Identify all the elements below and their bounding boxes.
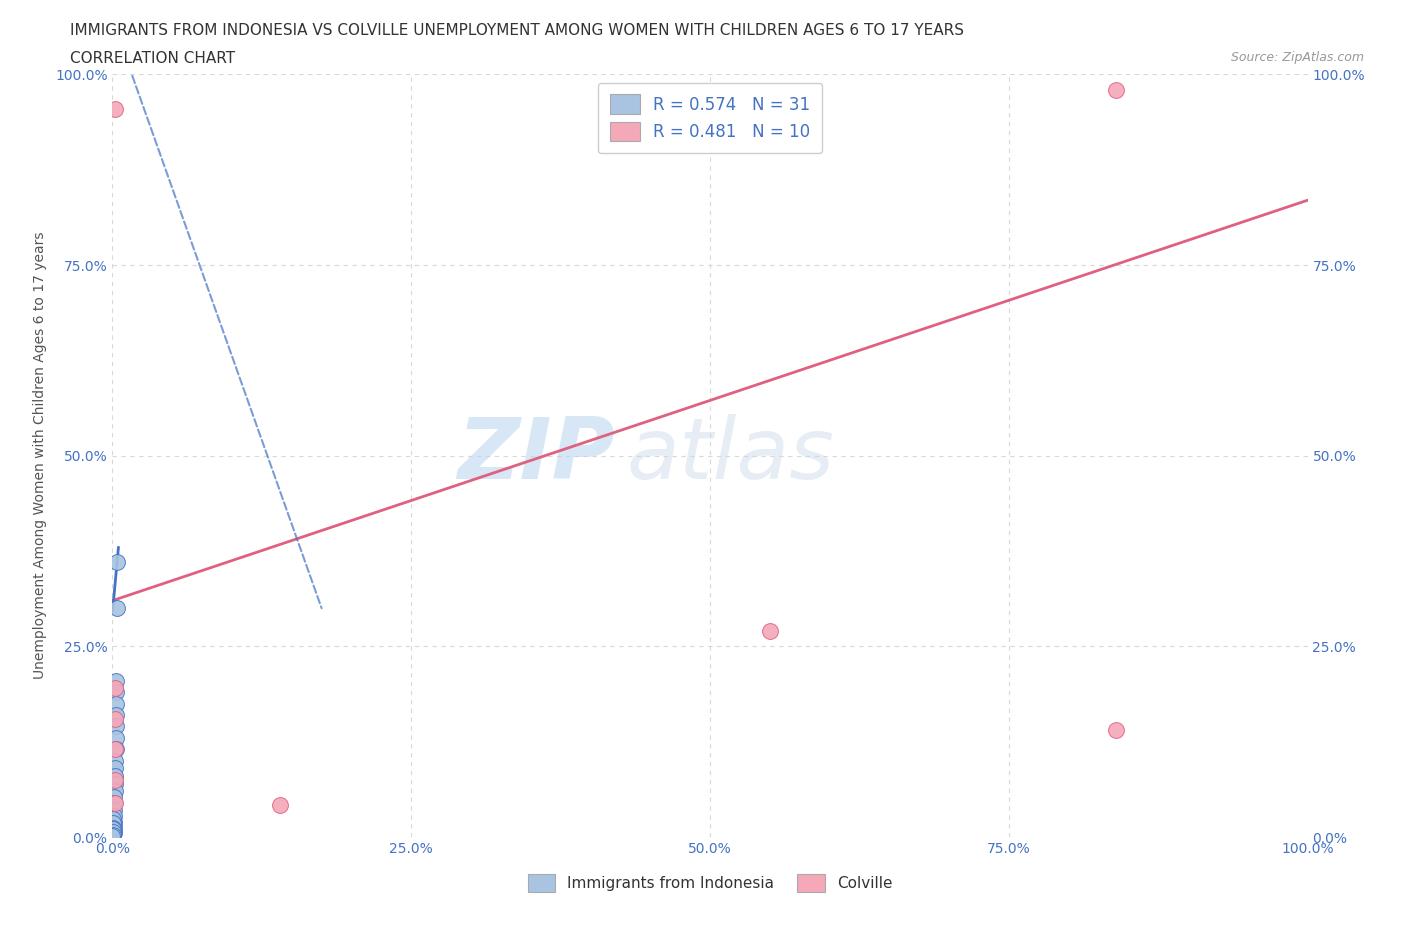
Point (101, 827, 124, 842)
Point (103, 815, 125, 830)
Point (101, 811, 124, 826)
Point (105, 696, 128, 711)
Point (104, 761, 127, 776)
Text: atlas: atlas (626, 414, 834, 498)
Point (101, 816, 124, 830)
Legend: Immigrants from Indonesia, Colville: Immigrants from Indonesia, Colville (522, 868, 898, 898)
Point (105, 730, 128, 745)
Point (101, 820, 124, 835)
Point (104, 768, 127, 783)
Point (104, 753, 127, 768)
Point (104, 772, 127, 787)
Point (104, 711, 127, 726)
Point (759, 624, 782, 639)
Point (105, 555, 128, 570)
Point (269, 798, 291, 813)
Point (105, 601, 128, 616)
Point (104, 777, 127, 791)
Point (103, 802, 125, 817)
Point (101, 823, 124, 838)
Y-axis label: Unemployment Among Women with Children Ages 6 to 17 years: Unemployment Among Women with Children A… (32, 232, 46, 680)
Point (1105, 82, 1128, 97)
Point (101, 829, 124, 844)
Point (104, 101, 127, 116)
Point (104, 784, 127, 799)
Point (105, 684, 128, 699)
Point (103, 808, 125, 823)
Point (104, 742, 127, 757)
Text: IMMIGRANTS FROM INDONESIA VS COLVILLE UNEMPLOYMENT AMONG WOMEN WITH CHILDREN AGE: IMMIGRANTS FROM INDONESIA VS COLVILLE UN… (70, 23, 965, 38)
Point (103, 790, 125, 804)
Point (101, 825, 124, 840)
Point (103, 826, 125, 841)
Point (103, 796, 125, 811)
Text: Source: ZipAtlas.com: Source: ZipAtlas.com (1230, 51, 1364, 64)
Point (105, 708, 128, 723)
Point (105, 673, 128, 688)
Point (101, 822, 124, 837)
Point (105, 742, 128, 757)
Point (1105, 723, 1128, 737)
Point (103, 823, 125, 838)
Point (101, 828, 124, 843)
Point (103, 819, 125, 834)
Text: ZIP: ZIP (457, 414, 614, 498)
Point (104, 681, 127, 696)
Point (104, 795, 127, 810)
Point (105, 719, 128, 734)
Text: CORRELATION CHART: CORRELATION CHART (70, 51, 235, 66)
